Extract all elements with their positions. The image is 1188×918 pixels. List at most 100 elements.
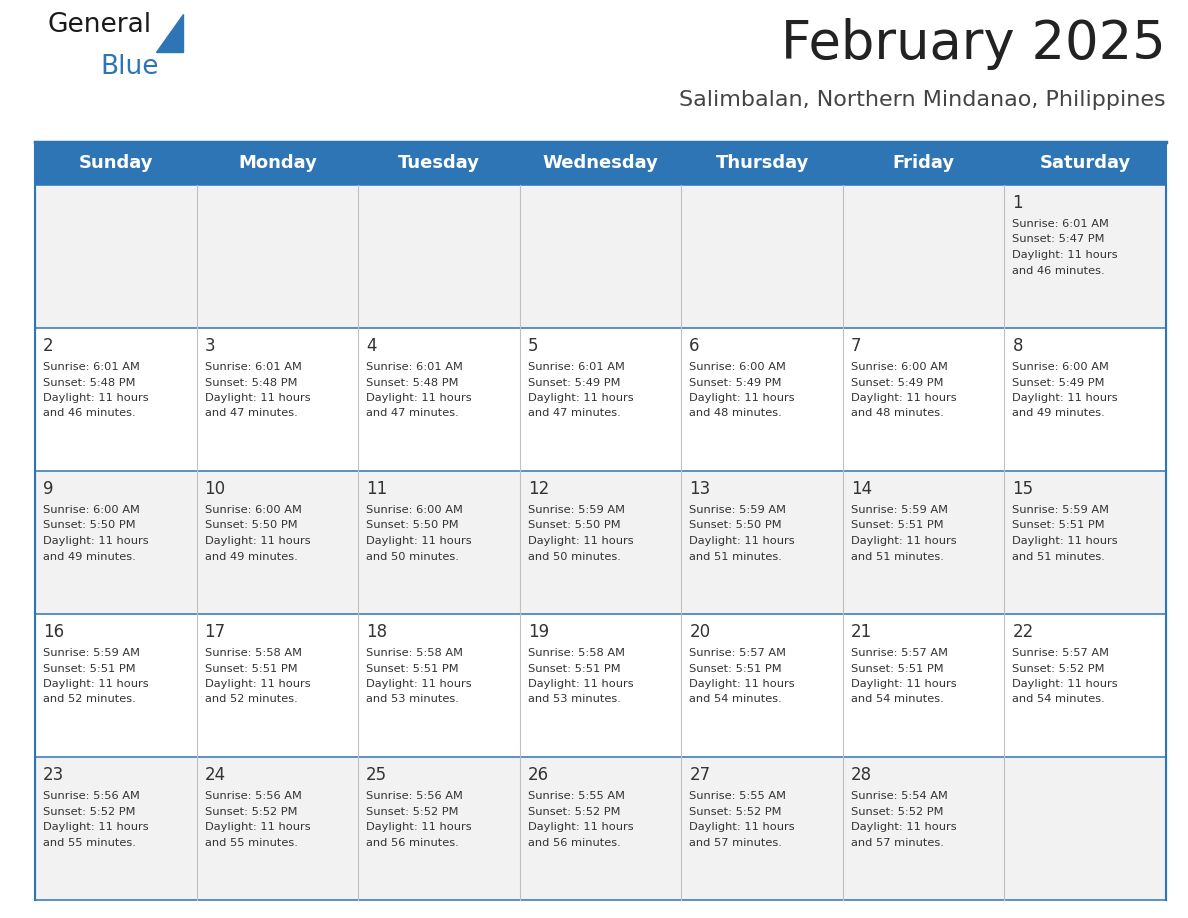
Text: and 47 minutes.: and 47 minutes.	[366, 409, 459, 419]
Text: Sunrise: 5:59 AM: Sunrise: 5:59 AM	[43, 648, 140, 658]
Bar	[34, 142, 1165, 185]
Text: and 51 minutes.: and 51 minutes.	[689, 552, 782, 562]
Text: Sunrise: 6:00 AM: Sunrise: 6:00 AM	[1012, 362, 1110, 372]
Text: Sunset: 5:47 PM: Sunset: 5:47 PM	[1012, 234, 1105, 244]
Text: Tuesday: Tuesday	[398, 154, 480, 173]
Text: Sunset: 5:52 PM: Sunset: 5:52 PM	[1012, 664, 1105, 674]
Text: and 54 minutes.: and 54 minutes.	[1012, 695, 1105, 704]
Text: Sunset: 5:49 PM: Sunset: 5:49 PM	[1012, 377, 1105, 387]
Text: Sunrise: 6:01 AM: Sunrise: 6:01 AM	[1012, 219, 1110, 229]
Text: Sunset: 5:52 PM: Sunset: 5:52 PM	[43, 807, 135, 816]
Bar	[34, 328, 1165, 471]
Text: and 57 minutes.: and 57 minutes.	[689, 837, 782, 847]
Text: Daylight: 11 hours: Daylight: 11 hours	[43, 393, 148, 403]
Text: Daylight: 11 hours: Daylight: 11 hours	[366, 393, 472, 403]
Text: Sunrise: 5:57 AM: Sunrise: 5:57 AM	[689, 648, 786, 658]
Text: Daylight: 11 hours: Daylight: 11 hours	[204, 393, 310, 403]
Text: 10: 10	[204, 480, 226, 498]
Text: Sunrise: 5:56 AM: Sunrise: 5:56 AM	[204, 791, 302, 801]
Text: Sunset: 5:51 PM: Sunset: 5:51 PM	[851, 664, 943, 674]
Text: Sunset: 5:48 PM: Sunset: 5:48 PM	[366, 377, 459, 387]
Text: 25: 25	[366, 766, 387, 784]
Text: Daylight: 11 hours: Daylight: 11 hours	[689, 393, 795, 403]
Text: Sunset: 5:49 PM: Sunset: 5:49 PM	[689, 377, 782, 387]
Text: Daylight: 11 hours: Daylight: 11 hours	[43, 536, 148, 546]
Text: and 52 minutes.: and 52 minutes.	[43, 695, 135, 704]
Bar	[34, 757, 1165, 900]
Text: Sunrise: 6:00 AM: Sunrise: 6:00 AM	[851, 362, 948, 372]
Text: Sunrise: 5:58 AM: Sunrise: 5:58 AM	[204, 648, 302, 658]
Text: Sunrise: 5:55 AM: Sunrise: 5:55 AM	[527, 791, 625, 801]
Text: Daylight: 11 hours: Daylight: 11 hours	[1012, 250, 1118, 260]
Text: and 49 minutes.: and 49 minutes.	[204, 552, 297, 562]
Text: Sunrise: 5:55 AM: Sunrise: 5:55 AM	[689, 791, 786, 801]
Text: Daylight: 11 hours: Daylight: 11 hours	[689, 536, 795, 546]
Text: 13: 13	[689, 480, 710, 498]
Text: 28: 28	[851, 766, 872, 784]
Text: 23: 23	[43, 766, 64, 784]
Text: Sunset: 5:52 PM: Sunset: 5:52 PM	[527, 807, 620, 816]
Text: Sunrise: 6:01 AM: Sunrise: 6:01 AM	[527, 362, 625, 372]
Text: Sunrise: 5:54 AM: Sunrise: 5:54 AM	[851, 791, 948, 801]
Text: and 46 minutes.: and 46 minutes.	[1012, 265, 1105, 275]
Text: Monday: Monday	[238, 154, 317, 173]
Text: Sunday: Sunday	[78, 154, 153, 173]
Text: 4: 4	[366, 337, 377, 355]
Text: and 47 minutes.: and 47 minutes.	[204, 409, 297, 419]
Text: Sunset: 5:52 PM: Sunset: 5:52 PM	[204, 807, 297, 816]
Text: Sunrise: 6:00 AM: Sunrise: 6:00 AM	[204, 505, 302, 515]
Text: Daylight: 11 hours: Daylight: 11 hours	[366, 822, 472, 832]
Text: 24: 24	[204, 766, 226, 784]
Text: Sunset: 5:50 PM: Sunset: 5:50 PM	[366, 521, 459, 531]
Text: 3: 3	[204, 337, 215, 355]
Text: 12: 12	[527, 480, 549, 498]
Text: Daylight: 11 hours: Daylight: 11 hours	[527, 393, 633, 403]
Text: Daylight: 11 hours: Daylight: 11 hours	[851, 536, 956, 546]
Text: 1: 1	[1012, 194, 1023, 212]
Text: Sunset: 5:50 PM: Sunset: 5:50 PM	[527, 521, 620, 531]
Text: Sunset: 5:51 PM: Sunset: 5:51 PM	[527, 664, 620, 674]
Text: Daylight: 11 hours: Daylight: 11 hours	[527, 679, 633, 689]
Text: 21: 21	[851, 623, 872, 641]
Text: Salimbalan, Northern Mindanao, Philippines: Salimbalan, Northern Mindanao, Philippin…	[680, 90, 1165, 110]
Text: and 48 minutes.: and 48 minutes.	[689, 409, 782, 419]
Text: Thursday: Thursday	[715, 154, 809, 173]
Text: and 56 minutes.: and 56 minutes.	[366, 837, 459, 847]
Text: and 52 minutes.: and 52 minutes.	[204, 695, 297, 704]
Text: 9: 9	[43, 480, 53, 498]
Text: Sunset: 5:51 PM: Sunset: 5:51 PM	[851, 521, 943, 531]
Text: and 48 minutes.: and 48 minutes.	[851, 409, 943, 419]
Text: Daylight: 11 hours: Daylight: 11 hours	[43, 822, 148, 832]
Text: Daylight: 11 hours: Daylight: 11 hours	[851, 822, 956, 832]
Text: Sunrise: 5:57 AM: Sunrise: 5:57 AM	[1012, 648, 1110, 658]
Text: and 54 minutes.: and 54 minutes.	[689, 695, 782, 704]
Text: 27: 27	[689, 766, 710, 784]
Text: and 56 minutes.: and 56 minutes.	[527, 837, 620, 847]
Text: Sunset: 5:52 PM: Sunset: 5:52 PM	[366, 807, 459, 816]
Text: 14: 14	[851, 480, 872, 498]
Text: Sunset: 5:52 PM: Sunset: 5:52 PM	[689, 807, 782, 816]
Text: 18: 18	[366, 623, 387, 641]
Text: Sunset: 5:49 PM: Sunset: 5:49 PM	[527, 377, 620, 387]
Text: Daylight: 11 hours: Daylight: 11 hours	[689, 679, 795, 689]
Bar	[34, 471, 1165, 614]
Polygon shape	[156, 14, 183, 52]
Text: Sunrise: 6:00 AM: Sunrise: 6:00 AM	[43, 505, 140, 515]
Text: Daylight: 11 hours: Daylight: 11 hours	[851, 393, 956, 403]
Text: 7: 7	[851, 337, 861, 355]
Text: and 53 minutes.: and 53 minutes.	[366, 695, 459, 704]
Text: and 55 minutes.: and 55 minutes.	[204, 837, 297, 847]
Text: 15: 15	[1012, 480, 1034, 498]
Text: Sunrise: 6:01 AM: Sunrise: 6:01 AM	[43, 362, 140, 372]
Text: Sunrise: 5:56 AM: Sunrise: 5:56 AM	[366, 791, 463, 801]
Text: Wednesday: Wednesday	[543, 154, 658, 173]
Text: Sunset: 5:50 PM: Sunset: 5:50 PM	[204, 521, 297, 531]
Text: Sunset: 5:52 PM: Sunset: 5:52 PM	[851, 807, 943, 816]
Text: and 57 minutes.: and 57 minutes.	[851, 837, 943, 847]
Text: Daylight: 11 hours: Daylight: 11 hours	[1012, 679, 1118, 689]
Text: Daylight: 11 hours: Daylight: 11 hours	[366, 536, 472, 546]
Text: and 54 minutes.: and 54 minutes.	[851, 695, 943, 704]
Text: Sunrise: 6:00 AM: Sunrise: 6:00 AM	[689, 362, 786, 372]
Text: 26: 26	[527, 766, 549, 784]
Text: Sunset: 5:50 PM: Sunset: 5:50 PM	[43, 521, 135, 531]
